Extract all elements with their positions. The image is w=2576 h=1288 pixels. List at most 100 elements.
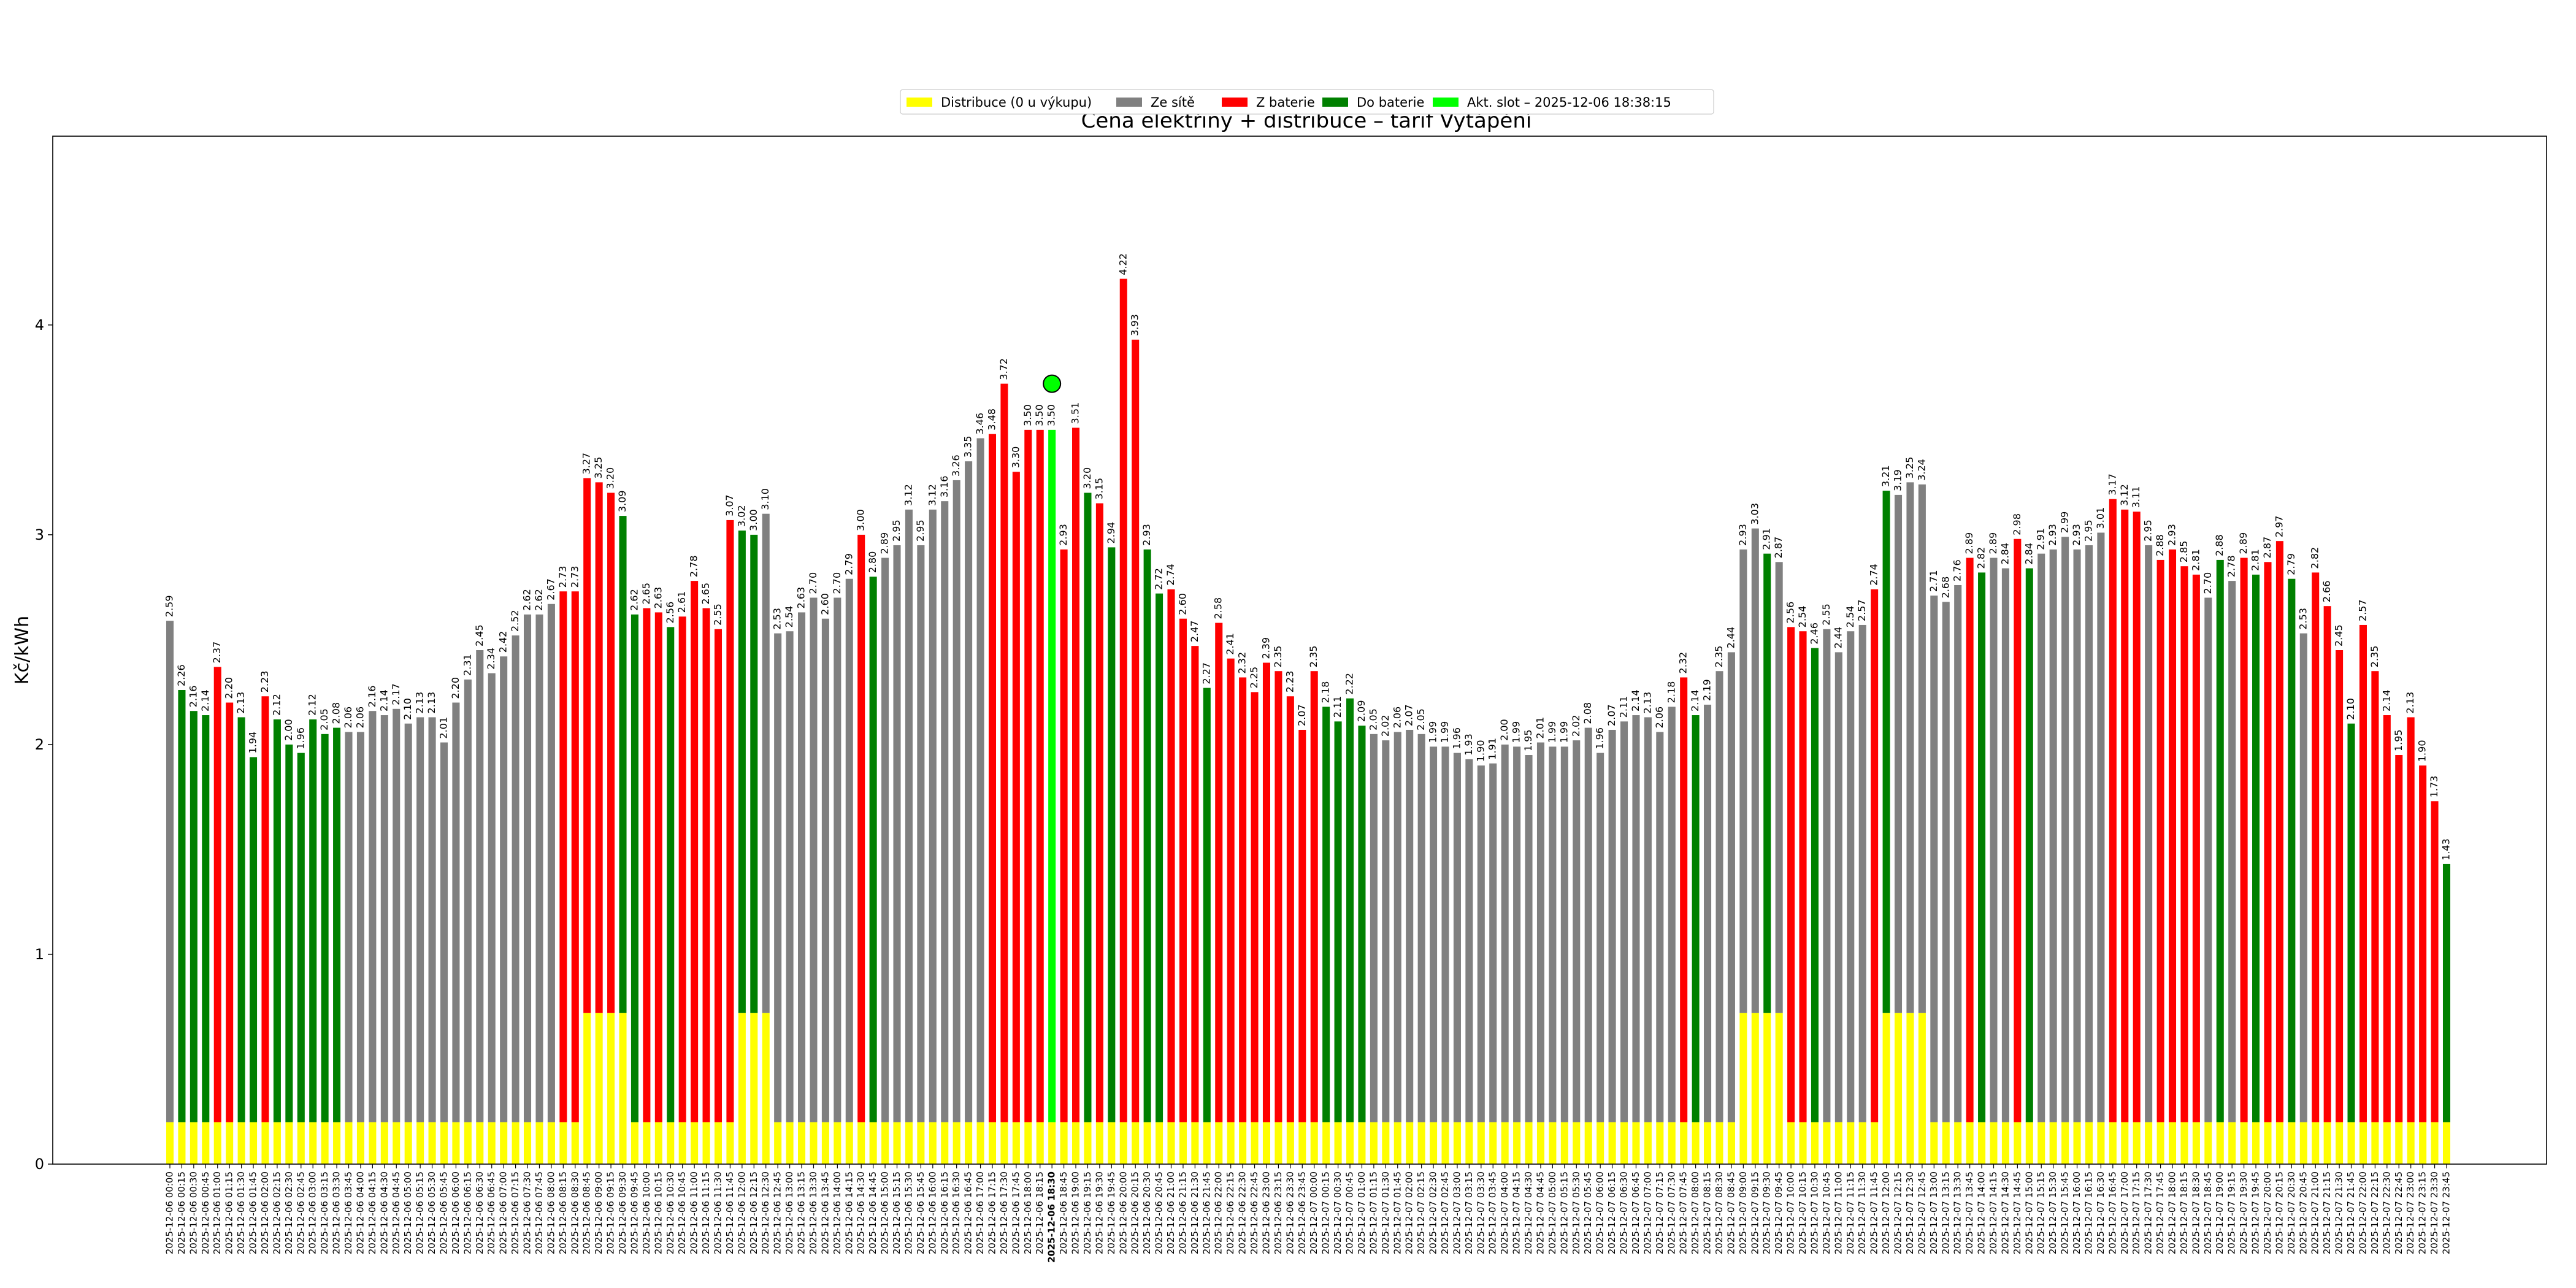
x-tick-label: 2025-12-06 10:30 (665, 1171, 676, 1254)
bar-value-label: 1.99 (1546, 721, 1558, 743)
bar-distribution (2037, 1122, 2045, 1164)
x-tick-label: 2025-12-07 03:45 (1487, 1171, 1498, 1254)
x-tick-label: 2025-12-06 01:45 (248, 1171, 259, 1254)
bar-energy-z-baterie (1310, 671, 1318, 1122)
bar-energy-z-baterie (2180, 566, 2188, 1122)
bar-distribution (512, 1122, 519, 1164)
x-tick-label: 2025-12-07 13:45 (1964, 1171, 1975, 1254)
bar-value-label: 2.79 (2285, 553, 2297, 575)
x-tick-label: 2025-12-07 13:15 (1940, 1171, 1951, 1254)
bar-value-label: 3.20 (605, 467, 616, 489)
x-tick-label: 2025-12-06 19:45 (1106, 1171, 1117, 1254)
bar-distribution (404, 1122, 412, 1164)
x-tick-label: 2025-12-07 17:45 (2155, 1171, 2166, 1254)
bar-value-label: 1.96 (294, 727, 306, 749)
bar-energy-z-baterie (2121, 509, 2129, 1122)
bar-energy-do-baterie (2442, 864, 2451, 1122)
bar-distribution (1811, 1122, 1819, 1164)
bar-energy-z-baterie (678, 616, 686, 1122)
bar-energy-do-baterie (1358, 726, 1366, 1122)
x-tick-label: 2025-12-07 02:45 (1439, 1171, 1451, 1254)
bar-value-label: 2.89 (1963, 532, 1975, 554)
x-tick-label: 2025-12-06 08:00 (545, 1171, 556, 1254)
bar-energy-ze-site (1823, 629, 1831, 1122)
bar-distribution (2133, 1122, 2141, 1164)
legend-label-do-baterie: Do baterie (1357, 95, 1424, 110)
x-tick-label: 2025-12-06 10:45 (677, 1171, 688, 1254)
bar-distribution (976, 1122, 984, 1164)
bar-value-label: 2.44 (1832, 627, 1844, 649)
bar-distribution (1966, 1122, 1974, 1164)
x-tick-label: 2025-12-06 07:15 (510, 1171, 521, 1254)
bar-value-label: 3.25 (1904, 457, 1915, 479)
x-tick-label: 2025-12-06 21:15 (1177, 1171, 1188, 1254)
bar-value-label: 3.50 (1022, 404, 1033, 426)
x-tick-label: 2025-12-07 04:30 (1523, 1171, 1534, 1254)
bar-distribution (2014, 1122, 2022, 1164)
bar-energy-ze-site (1704, 704, 1712, 1122)
bar-energy-ze-site (369, 711, 377, 1122)
x-tick-label: 2025-12-07 22:30 (2381, 1171, 2392, 1254)
x-tick-label: 2025-12-07 17:00 (2119, 1171, 2130, 1254)
bar-distribution (1156, 1122, 1163, 1164)
bar-energy-z-baterie (261, 696, 269, 1122)
bar-value-label: 2.27 (1200, 662, 1212, 684)
bar-energy-z-baterie (2359, 624, 2367, 1122)
bar-value-label: 2.11 (1332, 696, 1343, 718)
bar-distribution (1382, 1122, 1390, 1164)
bar-value-label: 1.95 (1522, 729, 1534, 751)
x-tick-label: 2025-12-07 15:45 (2060, 1171, 2071, 1254)
bar-energy-z-baterie (1012, 472, 1020, 1122)
bar-value-label: 2.41 (1224, 633, 1236, 655)
bar-value-label: 3.00 (855, 509, 867, 531)
x-tick-label: 2025-12-07 18:15 (2179, 1171, 2190, 1254)
bar-energy-ze-site (404, 723, 412, 1122)
bar-value-label: 3.09 (616, 490, 628, 512)
bar-value-label: 2.16 (366, 686, 378, 708)
bar-distribution (428, 1122, 436, 1164)
value-labels-layer: 2.592.262.16 2.142.372.202.131.942.232.12… (164, 253, 2452, 861)
bar-distribution (965, 1122, 973, 1164)
bar-distribution (953, 1122, 960, 1164)
x-tick-label: 2025-12-06 12:15 (748, 1171, 759, 1254)
bar-value-label: 2.07 (1296, 704, 1308, 726)
bar-energy-ze-site (1954, 585, 1962, 1122)
x-tick-label: 2025-12-06 05:00 (402, 1171, 413, 1254)
bar-energy-z-baterie (726, 519, 734, 1122)
bar-distribution (810, 1122, 818, 1164)
bar-value-label: 2.65 (640, 583, 652, 605)
bar-distribution (226, 1122, 234, 1164)
bar-energy-z-baterie (595, 482, 603, 1013)
bar-distribution (2156, 1122, 2164, 1164)
bar-value-label: 2.20 (223, 677, 235, 699)
bar-energy-ze-site (1906, 482, 1914, 1013)
x-tick-label: 2025-12-06 22:00 (1213, 1171, 1224, 1254)
bar-energy-do-baterie (1882, 491, 1890, 1013)
bar-value-label: 2.23 (1284, 671, 1295, 693)
x-tick-label: 2025-12-07 22:00 (2357, 1171, 2368, 1254)
bar-value-label: 2.91 (2035, 528, 2047, 550)
x-tick-label: 2025-12-07 18:00 (2167, 1171, 2178, 1254)
x-tick-label: 2025-12-06 05:30 (426, 1171, 437, 1254)
bar-value-label: 3.50 (1033, 404, 1045, 426)
bar-energy-z-baterie (2168, 549, 2177, 1122)
x-tick-label: 2025-12-07 20:15 (2274, 1171, 2285, 1254)
bar-energy-z-baterie (857, 534, 865, 1122)
bar-distribution (547, 1122, 555, 1164)
bar-energy-ze-site (2037, 553, 2045, 1122)
bar-distribution (1620, 1122, 1628, 1164)
bar-distribution (1513, 1122, 1521, 1164)
bar-value-label: 3.07 (724, 494, 735, 516)
x-tick-label: 2025-12-07 21:00 (2310, 1171, 2321, 1254)
bar-distribution (643, 1122, 651, 1164)
bar-distribution (881, 1122, 889, 1164)
bar-value-label: 2.10 (2345, 698, 2356, 720)
y-tick-label: 1 (35, 946, 44, 963)
bar-energy-do-baterie (190, 711, 197, 1122)
bar-energy-do-baterie (738, 531, 746, 1013)
bar-energy-ze-site (2061, 537, 2069, 1122)
bar-distribution (1406, 1122, 1414, 1164)
x-tick-label: 2025-12-06 17:00 (975, 1171, 986, 1254)
bar-value-label: 2.82 (1976, 547, 1987, 569)
x-tick-label: 2025-12-07 01:00 (1356, 1171, 1367, 1254)
